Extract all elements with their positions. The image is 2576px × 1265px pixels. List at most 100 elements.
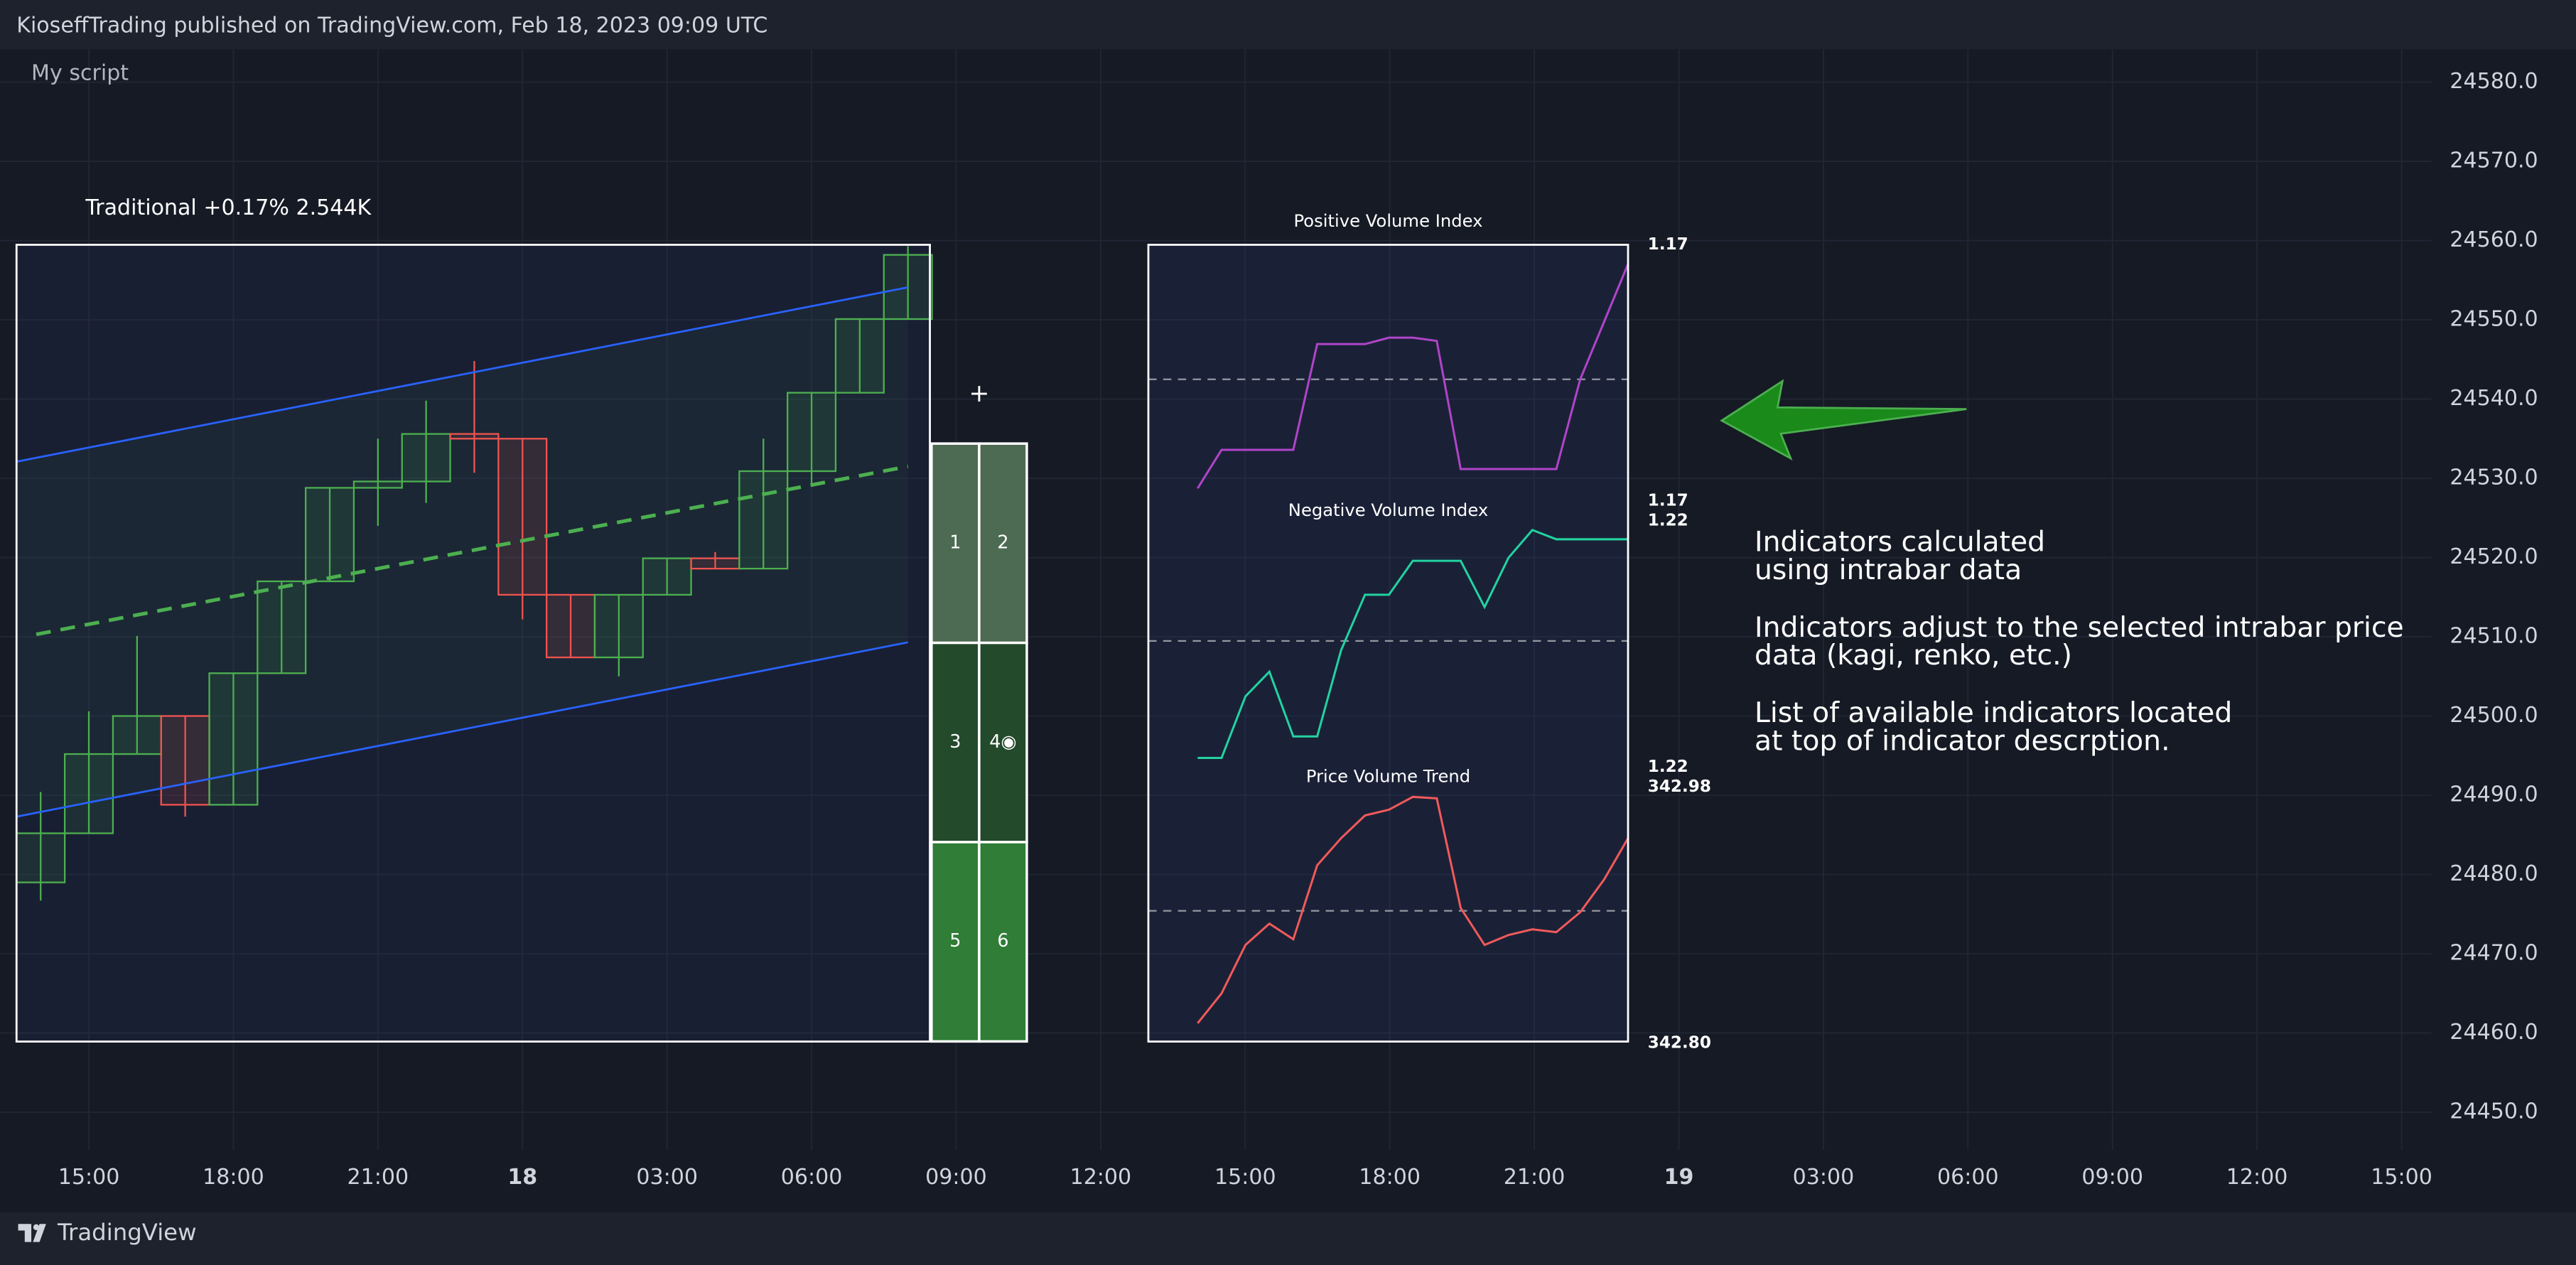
y-tick-label: 24580.0	[2450, 69, 2538, 94]
chart-label: Traditional +0.17% 2.544K	[85, 195, 372, 220]
table-cell-text: 6	[997, 930, 1008, 951]
annotation: Indicators adjust to the selected intrab…	[1755, 612, 2404, 644]
x-tick-label: 06:00	[1937, 1165, 1999, 1190]
y-tick-label: 1.22	[1648, 758, 1688, 776]
x-tick-label: 03:00	[1793, 1165, 1855, 1190]
indicator-title: Price Volume Trend	[1306, 765, 1470, 786]
y-tick-label: 24470.0	[2450, 940, 2538, 965]
candle-body	[352, 480, 403, 489]
candle-body	[16, 832, 66, 883]
x-tick-label: 12:00	[1070, 1165, 1132, 1190]
x-tick-label: 12:00	[2226, 1165, 2288, 1190]
y-tick-label: 24510.0	[2450, 624, 2538, 649]
candle-body	[497, 438, 548, 596]
x-tick-label: 06:00	[781, 1165, 843, 1190]
x-tick-label: 21:00	[347, 1165, 409, 1190]
logo-dot	[33, 1224, 40, 1230]
indicator-title: Positive Volume Index	[1293, 210, 1482, 231]
y-tick-label: 24480.0	[2450, 861, 2538, 886]
indicator-line	[1197, 529, 1629, 760]
x-tick-label: 18:00	[203, 1165, 264, 1190]
y-tick-label: 24560.0	[2450, 227, 2538, 252]
x-tick-label: 09:00	[2081, 1165, 2143, 1190]
candle-body	[787, 392, 837, 473]
y-tick-label: 24460.0	[2450, 1020, 2538, 1045]
footer-text: TradingView	[57, 1219, 197, 1246]
channel-lower	[16, 641, 908, 818]
table-cell-text: 1	[949, 531, 961, 552]
y-tick-label: 24550.0	[2450, 307, 2538, 332]
y-tick-label: 1.17	[1648, 235, 1688, 254]
candle-body	[545, 593, 596, 659]
y-tick-label: 24540.0	[2450, 386, 2538, 411]
header-text: KioseffTrading published on TradingView.…	[16, 13, 767, 38]
y-tick-label: 24490.0	[2450, 782, 2538, 807]
y-tick-label: 24570.0	[2450, 149, 2538, 173]
indicator-box	[1147, 244, 1629, 1043]
logo-mark	[18, 1224, 46, 1242]
plot: 1 2 3 4◉ 5 6	[16, 246, 1629, 1043]
candle-body	[257, 580, 307, 674]
channel-middle	[36, 464, 909, 637]
y-tick-label: 24500.0	[2450, 703, 2538, 728]
candle-body	[63, 753, 114, 834]
x-tick-label: 18:00	[1359, 1165, 1421, 1190]
main-box-fill	[16, 244, 930, 1042]
footer-bar	[0, 1212, 2576, 1265]
indicator-line	[1197, 263, 1629, 489]
x-tick-label: 03:00	[636, 1165, 698, 1190]
table-cell-text: 4◉	[989, 731, 1016, 752]
table-cell	[930, 641, 981, 844]
logo	[18, 1224, 46, 1242]
annotation: Indicators calculated	[1755, 527, 2045, 559]
y-tick-label: 342.80	[1648, 1033, 1711, 1052]
channel-fill	[16, 287, 908, 817]
table-cell	[978, 841, 1028, 1043]
pane-title: My script	[31, 61, 129, 86]
candle-body	[593, 593, 644, 659]
y-tick-label: 24530.0	[2450, 465, 2538, 490]
indicator-line	[1197, 795, 1629, 1024]
table-cell-text: 3	[949, 731, 961, 752]
channel-upper	[16, 286, 908, 463]
header-bar	[0, 0, 2576, 50]
annotation: List of available indicators located	[1755, 697, 2232, 729]
cursor: +	[969, 380, 989, 408]
candle-body	[883, 254, 933, 321]
candle-body	[834, 318, 885, 394]
candle-body	[738, 470, 789, 570]
x-tick-label: 15:00	[2371, 1165, 2432, 1190]
x-tick-label: 09:00	[925, 1165, 987, 1190]
indicator-title: Negative Volume Index	[1288, 500, 1488, 520]
x-tick-label: 21:00	[1504, 1165, 1565, 1190]
grid	[0, 49, 2432, 1151]
candle-body	[112, 715, 162, 755]
y-tick-label: 24450.0	[2450, 1099, 2538, 1124]
annotation: data (kagi, renko, etc.)	[1755, 640, 2072, 672]
x-tick-label: 15:00	[1214, 1165, 1276, 1190]
candle-body	[208, 672, 259, 806]
candle-body	[690, 557, 740, 570]
y-tick-label: 1.22	[1648, 511, 1688, 529]
x-tick-label: 18	[507, 1165, 537, 1190]
annotation: using intrabar data	[1755, 554, 2022, 586]
candle-body	[401, 433, 451, 483]
y-tick-label: 24520.0	[2450, 544, 2538, 569]
y-tick-label: 1.17	[1648, 492, 1688, 510]
arrow	[1720, 379, 1967, 461]
candle-body	[642, 557, 692, 596]
indicator-box-fill	[1148, 244, 1629, 1042]
y-tick-label: 342.98	[1648, 777, 1711, 796]
candle-body	[160, 715, 210, 806]
table-cell-text: 5	[949, 930, 961, 951]
x-tick-label: 15:00	[58, 1165, 120, 1190]
annotation: at top of indicator descrption.	[1755, 725, 2170, 757]
table-cell-text: 2	[997, 531, 1008, 552]
main-box	[15, 244, 931, 1043]
x-tick-label: 19	[1664, 1165, 1694, 1190]
candle-body	[304, 487, 355, 583]
